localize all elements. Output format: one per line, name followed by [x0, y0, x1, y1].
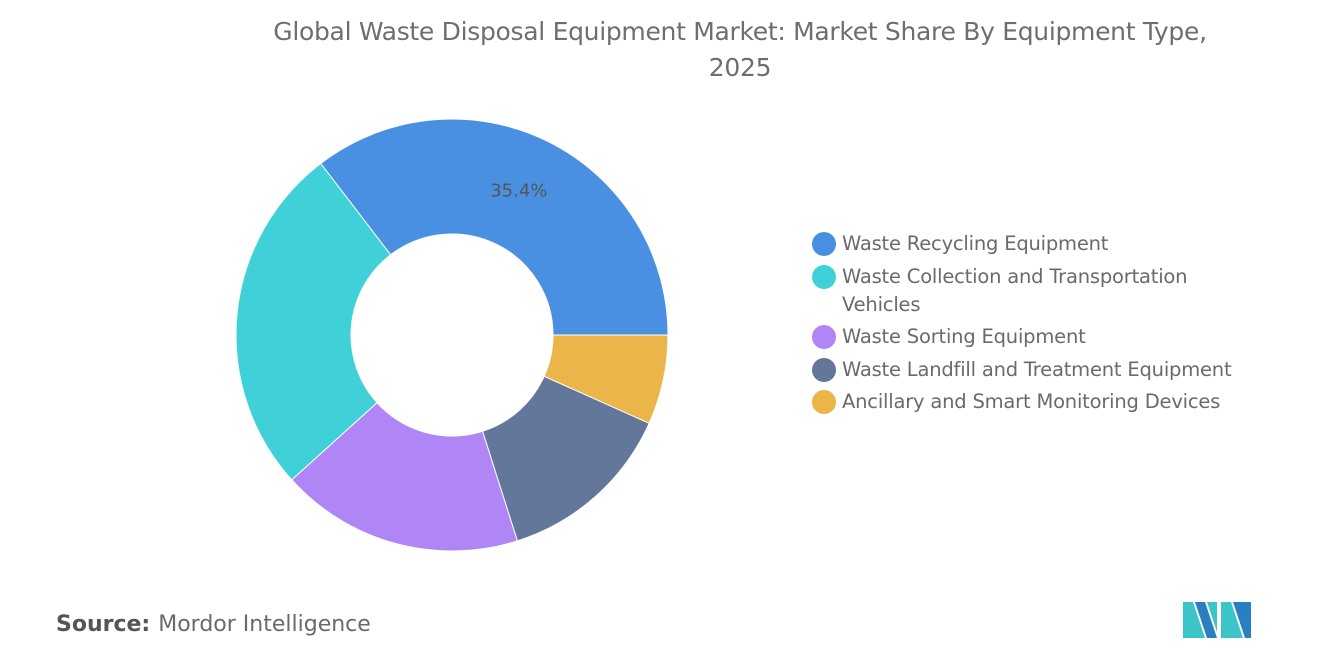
- legend-label: Waste Recycling Equipment: [842, 232, 1109, 255]
- mordor-intelligence-logo: [1183, 602, 1251, 638]
- legend-swatch-icon: [812, 357, 836, 382]
- slice-waste-sorting-equipment: [291, 402, 519, 552]
- legend-item: Waste Recycling Equipment: [812, 230, 1292, 258]
- legend-item: Ancillary and Smart Monitoring Devices: [812, 388, 1292, 416]
- source-value: Mordor Intelligence: [158, 612, 371, 637]
- legend-item: Waste Landfill and Treatment Equipment: [812, 356, 1292, 384]
- legend-label: Waste Collection and Transportation Vehi…: [842, 264, 1188, 316]
- title-line-1: Global Waste Disposal Equipment Market: …: [273, 17, 1207, 46]
- legend-swatch-icon: [812, 325, 836, 349]
- chart-title: Global Waste Disposal Equipment Market: …: [100, 14, 1320, 86]
- slice-waste-recycling-equipment: [319, 118, 669, 336]
- legend-swatch-icon: [812, 390, 836, 414]
- legend-swatch-icon: [812, 264, 836, 289]
- slice-waste-collection-and-transportation-vehicles: [235, 162, 392, 481]
- source-label: Source:: [56, 612, 151, 637]
- legend-item: Waste Collection and Transportation Vehi…: [812, 263, 1292, 319]
- title-line-2: 2025: [708, 53, 772, 82]
- legend-item: Waste Sorting Equipment: [812, 323, 1292, 351]
- donut-chart: 35.4%: [235, 118, 669, 552]
- slice-ancillary-and-smart-monitoring-devices: [543, 334, 669, 424]
- legend-label: Waste Landfill and Treatment Equipment: [842, 357, 1232, 381]
- legend: Waste Recycling Equipment Waste Collectio…: [812, 230, 1292, 421]
- legend-label: Ancillary and Smart Monitoring Devices: [842, 390, 1221, 413]
- legend-label: Waste Sorting Equipment: [842, 325, 1086, 348]
- source-note: Source: Mordor Intelligence: [56, 612, 371, 637]
- data-label: 35.4%: [490, 180, 547, 201]
- legend-swatch-icon: [812, 232, 836, 256]
